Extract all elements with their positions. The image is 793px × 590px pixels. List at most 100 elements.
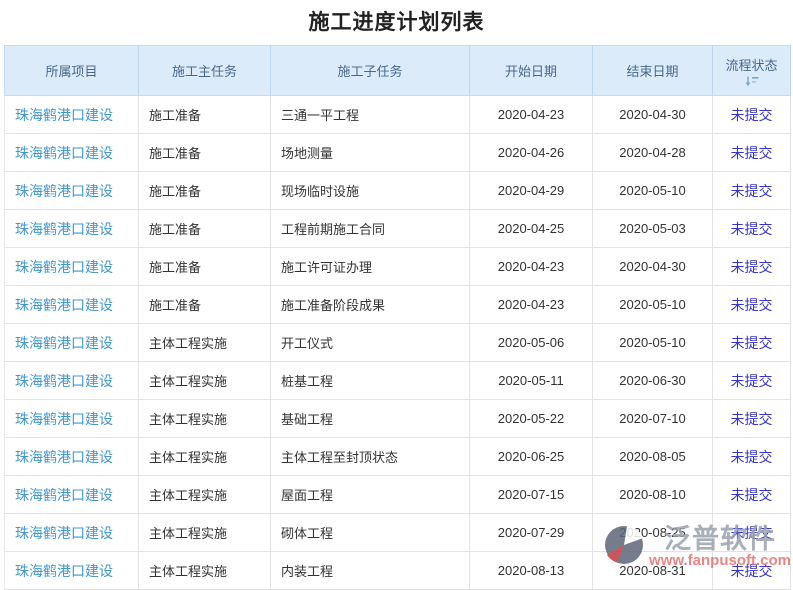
sub-task-cell: 场地测量 (270, 133, 470, 172)
status-link[interactable]: 未提交 (730, 410, 773, 427)
column-header-flow-status[interactable]: 流程状态 (712, 45, 791, 96)
start-date-cell: 2020-04-29 (469, 171, 593, 210)
project-cell: 珠海鹤港口建设 (4, 247, 139, 286)
start-date-cell: 2020-04-26 (469, 133, 593, 172)
project-link[interactable]: 珠海鹤港口建设 (15, 106, 113, 123)
start-date-cell: 2020-04-25 (469, 209, 593, 248)
start-date-cell: 2020-07-15 (469, 475, 593, 514)
sub-task-cell: 砌体工程 (270, 513, 470, 552)
project-cell: 珠海鹤港口建设 (4, 475, 139, 514)
end-date-cell: 2020-06-30 (592, 361, 713, 400)
start-date-cell: 2020-04-23 (469, 247, 593, 286)
project-link[interactable]: 珠海鹤港口建设 (15, 562, 113, 579)
project-link[interactable]: 珠海鹤港口建设 (15, 410, 113, 427)
project-cell: 珠海鹤港口建设 (4, 361, 139, 400)
main-task-cell: 施工准备 (138, 95, 271, 134)
status-link[interactable]: 未提交 (730, 106, 773, 123)
start-date-cell: 2020-05-11 (469, 361, 593, 400)
table-body: 珠海鹤港口建设 施工准备 三通一平工程 2020-04-23 2020-04-30 未提交… (4, 95, 791, 590)
status-cell: 未提交 (712, 437, 791, 476)
status-link[interactable]: 未提交 (730, 182, 773, 199)
project-link[interactable]: 珠海鹤港口建设 (15, 220, 113, 237)
sub-task-cell: 桩基工程 (270, 361, 470, 400)
project-link[interactable]: 珠海鹤港口建设 (15, 486, 113, 503)
status-cell: 未提交 (712, 171, 791, 210)
project-cell: 珠海鹤港口建设 (4, 209, 139, 248)
column-header-sub-task[interactable]: 施工子任务 (270, 45, 470, 96)
project-cell: 珠海鹤港口建设 (4, 285, 139, 324)
start-date-cell: 2020-05-06 (469, 323, 593, 362)
status-link[interactable]: 未提交 (730, 372, 773, 389)
status-link[interactable]: 未提交 (730, 258, 773, 275)
status-link[interactable]: 未提交 (730, 448, 773, 465)
project-link[interactable]: 珠海鹤港口建设 (15, 182, 113, 199)
table-row: 珠海鹤港口建设 主体工程实施 桩基工程 2020-05-11 2020-06-30 未提交 (4, 361, 791, 400)
project-link[interactable]: 珠海鹤港口建设 (15, 144, 113, 161)
main-task-cell: 主体工程实施 (138, 399, 271, 438)
project-cell: 珠海鹤港口建设 (4, 171, 139, 210)
end-date-cell: 2020-04-30 (592, 95, 713, 134)
status-link[interactable]: 未提交 (730, 144, 773, 161)
end-date-cell: 2020-05-10 (592, 285, 713, 324)
column-header-main-task[interactable]: 施工主任务 (138, 45, 271, 96)
project-cell: 珠海鹤港口建设 (4, 437, 139, 476)
status-link[interactable]: 未提交 (730, 296, 773, 313)
table-row: 珠海鹤港口建设 主体工程实施 内装工程 2020-08-13 2020-08-31 未提交 (4, 551, 791, 590)
table-row: 珠海鹤港口建设 主体工程实施 砌体工程 2020-07-29 2020-08-25 未提交 (4, 513, 791, 552)
table-row: 珠海鹤港口建设 主体工程实施 主体工程至封顶状态 2020-06-25 2020-08-… (4, 437, 791, 476)
start-date-cell: 2020-04-23 (469, 95, 593, 134)
project-link[interactable]: 珠海鹤港口建设 (15, 296, 113, 313)
status-cell: 未提交 (712, 513, 791, 552)
table-row: 珠海鹤港口建设 主体工程实施 开工仪式 2020-05-06 2020-05-10 未提交 (4, 323, 791, 362)
sub-task-cell: 主体工程至封顶状态 (270, 437, 470, 476)
sub-task-cell: 基础工程 (270, 399, 470, 438)
project-cell: 珠海鹤港口建设 (4, 95, 139, 134)
status-cell: 未提交 (712, 323, 791, 362)
start-date-cell: 2020-05-22 (469, 399, 593, 438)
status-link[interactable]: 未提交 (730, 486, 773, 503)
table-row: 珠海鹤港口建设 施工准备 三通一平工程 2020-04-23 2020-04-30 未提交 (4, 95, 791, 134)
project-link[interactable]: 珠海鹤港口建设 (15, 334, 113, 351)
status-link[interactable]: 未提交 (730, 524, 773, 541)
start-date-cell: 2020-04-23 (469, 285, 593, 324)
main-task-cell: 主体工程实施 (138, 323, 271, 362)
status-cell: 未提交 (712, 247, 791, 286)
column-header-end-date[interactable]: 结束日期 (592, 45, 713, 96)
table-row: 珠海鹤港口建设 施工准备 工程前期施工合同 2020-04-25 2020-05-03 未… (4, 209, 791, 248)
status-link[interactable]: 未提交 (730, 334, 773, 351)
project-link[interactable]: 珠海鹤港口建设 (15, 372, 113, 389)
sub-task-cell: 施工准备阶段成果 (270, 285, 470, 324)
sub-task-cell: 屋面工程 (270, 475, 470, 514)
project-link[interactable]: 珠海鹤港口建设 (15, 258, 113, 275)
project-link[interactable]: 珠海鹤港口建设 (15, 448, 113, 465)
column-header-start-date[interactable]: 开始日期 (469, 45, 593, 96)
table-row: 珠海鹤港口建设 主体工程实施 基础工程 2020-05-22 2020-07-10 未提交 (4, 399, 791, 438)
end-date-cell: 2020-05-10 (592, 323, 713, 362)
sort-descending-icon[interactable] (745, 76, 759, 87)
status-cell: 未提交 (712, 285, 791, 324)
start-date-cell: 2020-06-25 (469, 437, 593, 476)
table-row: 珠海鹤港口建设 主体工程实施 屋面工程 2020-07-15 2020-08-10 未提交 (4, 475, 791, 514)
end-date-cell: 2020-07-10 (592, 399, 713, 438)
column-header-project[interactable]: 所属项目 (4, 45, 139, 96)
end-date-cell: 2020-04-30 (592, 247, 713, 286)
start-date-cell: 2020-08-13 (469, 551, 593, 590)
table-header-row: 所属项目 施工主任务 施工子任务 开始日期 结束日期 流程状态 (4, 45, 791, 96)
table-row: 珠海鹤港口建设 施工准备 施工准备阶段成果 2020-04-23 2020-05-10 未… (4, 285, 791, 324)
project-cell: 珠海鹤港口建设 (4, 513, 139, 552)
sub-task-cell: 内装工程 (270, 551, 470, 590)
project-link[interactable]: 珠海鹤港口建设 (15, 524, 113, 541)
sub-task-cell: 现场临时设施 (270, 171, 470, 210)
end-date-cell: 2020-05-10 (592, 171, 713, 210)
end-date-cell: 2020-08-10 (592, 475, 713, 514)
main-task-cell: 施工准备 (138, 247, 271, 286)
status-cell: 未提交 (712, 95, 791, 134)
column-header-flow-status-label: 流程状态 (725, 57, 778, 73)
status-cell: 未提交 (712, 361, 791, 400)
main-task-cell: 主体工程实施 (138, 361, 271, 400)
main-task-cell: 施工准备 (138, 171, 271, 210)
end-date-cell: 2020-04-28 (592, 133, 713, 172)
status-link[interactable]: 未提交 (730, 562, 773, 579)
sub-task-cell: 施工许可证办理 (270, 247, 470, 286)
status-link[interactable]: 未提交 (730, 220, 773, 237)
